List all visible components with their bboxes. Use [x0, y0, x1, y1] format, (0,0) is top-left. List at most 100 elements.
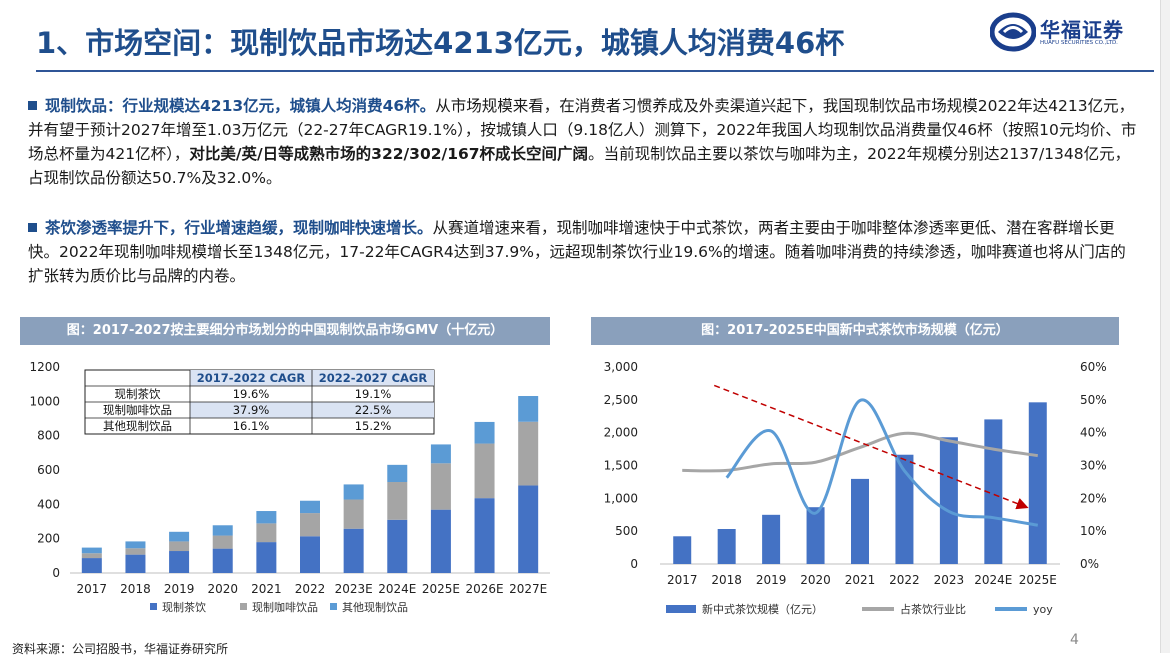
- cagr-cell: 15.2%: [355, 419, 392, 433]
- bar-segment: [125, 548, 146, 555]
- y-tick-label: 400: [37, 497, 60, 511]
- bullet-square-icon: [28, 223, 37, 232]
- trend-arrow: [713, 384, 1029, 510]
- bar-segment: [343, 484, 364, 500]
- cagr-cell: 16.1%: [233, 419, 270, 433]
- legend-label-bars: 新中式茶饮规模（亿元）: [702, 602, 823, 616]
- cagr-cell: 19.6%: [233, 387, 270, 401]
- bar: [895, 454, 914, 564]
- bar-segment: [125, 541, 146, 549]
- cagr-cell: 37.9%: [233, 403, 270, 417]
- bar-segment: [518, 396, 539, 422]
- x-tick-label: 2023E: [335, 582, 373, 596]
- bar-segment: [343, 528, 364, 573]
- bar: [984, 419, 1003, 564]
- y-right-tick-label: 0%: [1080, 557, 1099, 571]
- x-tick-label: 2017: [77, 582, 108, 596]
- logo-subtitle: HUAFU SECURITIES CO.,LTD.: [1040, 40, 1118, 46]
- bar: [673, 536, 692, 564]
- bar: [939, 437, 958, 564]
- legend-swatch-bars: [666, 605, 696, 613]
- legend-swatch: [240, 603, 247, 610]
- bar-segment: [169, 541, 190, 552]
- source-note: 资料来源：公司招股书，华福证券研究所: [12, 642, 229, 656]
- bar-segment: [212, 535, 233, 549]
- bar-segment: [81, 553, 102, 559]
- y-right-tick-label: 40%: [1080, 426, 1107, 440]
- page-title: 1、市场空间：现制饮品市场达4213亿元，城镇人均消费46杯: [36, 26, 845, 60]
- x-tick-label: 2019: [756, 573, 787, 587]
- bar-segment: [387, 519, 408, 573]
- x-tick-label: 2024E: [378, 582, 416, 596]
- y-left-tick-label: 500: [615, 524, 638, 538]
- cagr-header: 2017-2022 CAGR: [197, 371, 306, 385]
- bar-segment: [430, 444, 451, 464]
- x-tick-label: 2019: [164, 582, 195, 596]
- y-left-tick-label: 1,500: [604, 459, 638, 473]
- x-tick-label: 2025E: [422, 582, 460, 596]
- bar-segment: [256, 523, 277, 543]
- x-tick-label: 2018: [120, 582, 151, 596]
- x-tick-label: 2027E: [509, 582, 547, 596]
- bar-segment: [430, 509, 451, 573]
- x-tick-label: 2023: [934, 573, 965, 587]
- legend-label: 现制咖啡饮品: [252, 600, 318, 614]
- para1-text1: 从市场规模来看，在消费者习惯养成及外卖渠道兴起下，我国现制饮品市场规模2022年…: [28, 97, 1137, 163]
- legend-swatch: [150, 603, 157, 610]
- logo-name: 华福证券: [1040, 18, 1124, 42]
- y-tick-label: 1200: [29, 360, 60, 374]
- para1-bold: 对比美/英/日等成熟市场的322/302/167杯成长空间广阔: [189, 145, 589, 163]
- y-tick-label: 600: [37, 463, 60, 477]
- x-tick-label: 2022: [889, 573, 920, 587]
- cagr-header: 2022-2027 CAGR: [319, 371, 428, 385]
- cagr-cell: 现制茶饮: [115, 387, 161, 401]
- cagr-cell: 22.5%: [355, 403, 392, 417]
- legend-label: 其他现制饮品: [342, 601, 408, 614]
- bullet-square-icon: [28, 101, 37, 110]
- window-scroll-edge[interactable]: [1160, 0, 1170, 653]
- left-chart: 0 200 400 600 800 1000 1200 2017 2018 2019 2020 202…: [29, 360, 550, 614]
- bar-segment: [387, 464, 408, 483]
- right-chart: 0 500 1,000 1,500 2,000 2,500 3,000 0% 10% 20% 30%…: [604, 360, 1107, 616]
- cagr-cell: 现制咖啡饮品: [103, 403, 172, 417]
- y-left-tick-label: 0: [630, 557, 638, 571]
- bar-segment: [474, 421, 495, 444]
- left-chart-title: 图：2017-2027按主要细分市场划分的中国现制饮品市场GMV（十亿元）: [20, 317, 550, 345]
- legend-label: 现制茶饮: [162, 601, 206, 614]
- bar: [851, 478, 869, 564]
- y-left-tick-label: 1,000: [604, 491, 638, 505]
- para1-lead: 现制饮品：行业规模达4213亿元，城镇人均消费46杯。: [45, 97, 436, 115]
- para2-text1: 从赛道增速来看，现制咖啡增速快于中式茶饮，两者主要由于咖啡整体渗透率更低、潜在客…: [28, 219, 1126, 285]
- x-tick-label: 2020: [800, 573, 831, 587]
- bar: [717, 528, 736, 564]
- bar-segment: [81, 558, 102, 573]
- x-tick-label: 2024E: [974, 573, 1012, 587]
- bar-segment: [430, 463, 451, 510]
- bar-segment: [343, 499, 364, 529]
- bar-segment: [169, 531, 190, 542]
- bar-segment: [212, 525, 233, 536]
- bar: [762, 514, 781, 564]
- x-tick-label: 2021: [251, 582, 282, 596]
- bar-segment: [387, 482, 408, 520]
- bar-segment: [300, 513, 320, 537]
- bar-segment: [169, 551, 190, 573]
- bar-segment: [81, 547, 102, 554]
- x-tick-label: 2021: [845, 573, 876, 587]
- x-tick-label: 2026E: [465, 582, 503, 596]
- y-tick-label: 1000: [29, 394, 60, 408]
- share-line: [682, 431, 1038, 473]
- y-right-tick-label: 20%: [1080, 491, 1107, 505]
- page-number: 4: [1070, 632, 1079, 648]
- y-left-tick-label: 3,000: [604, 360, 638, 374]
- bar: [806, 507, 825, 564]
- bar-segment: [300, 536, 320, 573]
- legend-label-share: 占茶饮行业比: [900, 602, 966, 616]
- bar-segment: [518, 421, 539, 486]
- paragraph-1: 现制饮品：行业规模达4213亿元，城镇人均消费46杯。从市场规模来看，在消费者习…: [28, 94, 1138, 190]
- legend-label-yoy: yoy: [1033, 603, 1053, 616]
- bar: [1028, 402, 1047, 564]
- x-tick-label: 2020: [207, 582, 238, 596]
- legend-swatch: [330, 603, 337, 610]
